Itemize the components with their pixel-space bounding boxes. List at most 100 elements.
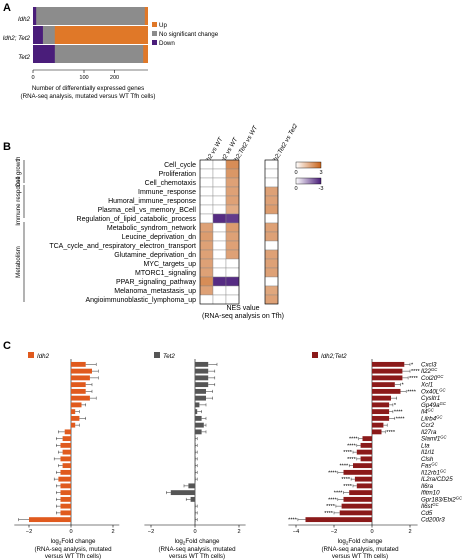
panel-c-subplot-idh2: −2 0 2 [14,359,120,535]
heatmap-cell-13-1 [212,276,227,287]
panel-c-bar-1-5 [195,395,206,401]
panel-c-gene-label-13: Il1rl1 [421,449,434,456]
legend-label-up: Up [159,22,167,29]
panel-c-star-16: **** [328,470,338,476]
panel-c-bar-0-13 [62,449,71,455]
panel-c-bar-2-8 [372,415,390,421]
panel-c-bar-0-20 [60,496,71,502]
panel-c-bar-0-14 [60,456,71,462]
panel-a-bar-nochange-2 [33,45,148,63]
panel-c-legend-swatch-idh2tet2 [312,352,318,358]
heatmap-cell-3-0 [199,186,214,197]
panel-c-xlabel-1-line2: (RNA-seq analysis, mutated [158,546,236,553]
scale-pos-max: 3 [319,170,322,176]
panel-c-star-0: * [411,362,414,368]
panel-c-bar-1-18 [188,483,195,489]
panel-c-star-18: **** [343,484,353,490]
heatmap-cell-12-2 [225,267,240,278]
heatmap-row-label-5: Plasma_cell_vs_memory_BCell [98,207,197,214]
panel-c-tick-label-0-2: 2 [111,529,114,535]
heatmap-cell-7-0 [199,222,214,233]
heatmap-cell-14-1 [212,285,227,296]
panel-c-bar-2-15 [353,463,372,469]
heatmap-row-label-15: Angioimmunoblastic_lymphoma_up [85,297,196,304]
heatmap-row-label-14: Melanoma_metastasis_up [114,288,196,295]
panel-c-bar-1-6 [195,402,200,408]
panel-c-bar-0-19 [60,490,71,496]
panel-c-bar-2-10 [372,429,382,435]
panel-c-bar-1-19 [170,490,195,496]
panel-c-tick-label-1-2: 2 [237,529,240,535]
panel-c-bar-1-7 [195,409,198,415]
panel-c-star-1: **** [411,369,421,375]
panel-c-xlabel-0-line2: (RNA-seq analysis, mutated [34,546,112,553]
heatmap-cell-2-1 [212,177,227,188]
panel-c-tick-label-0-1: 0 [69,529,72,535]
panel-c-legend-tet2: Tet2 [163,353,175,360]
panel-c-bar-1-8 [195,415,202,421]
panel-c-star-3: * [402,383,405,389]
panel-c-bar-2-21 [341,503,372,509]
panel-c-bar-1-9 [195,422,204,428]
panel-c-gene-label-8: Lilrb4GC [421,414,443,422]
panel-c-gene-label-22: Cd5 [421,510,433,517]
panel-c-bar-0-21 [60,503,71,509]
panel-c-bar-0-1 [71,368,92,374]
panel-c-bar-0-2 [71,375,90,381]
panel-c-gene-label-14: Clsh [421,456,434,463]
panel-c-gene-label-5: Cysltr1 [421,395,440,402]
heatmap-row-label-3: Immune_response [138,189,196,196]
heatmap-cell-12-3 [264,267,279,278]
heatmap-cell-7-1 [212,222,227,233]
panel-a-bar-down-2 [33,45,55,63]
panel-c-bar-2-7 [372,409,390,415]
heatmap-cell-12-0 [199,267,214,278]
panel-c-xlabel-1-line1: log2Fold change [175,538,220,546]
legend-label-no-change: No significant change [159,31,219,38]
panel-c-tick-label-2-0: −4 [293,529,299,535]
panel-c-star-22: **** [324,511,334,517]
heatmap-cell-10-2 [225,249,240,260]
panel-c-bar-0-0 [71,361,86,367]
panel-c-xlabel-0-line3: versus WT Tfh cells) [45,553,101,560]
heatmap-cell-11-2 [225,258,240,269]
panel-c-bar-0-23 [29,517,71,523]
heatmap-cell-7-2 [225,222,240,233]
heatmap-cell-1-1 [212,168,227,179]
panel-c-gene-label-15: FasGC [421,462,439,470]
panel-c-bar-2-1 [372,368,403,374]
heatmap-cell-14-3 [264,285,279,296]
legend-label-down: Down [159,40,175,47]
panel-c-tick-label-2-1: −2 [331,529,337,535]
panel-a-xlabel-line1: Number of differentially expressed genes [32,85,144,92]
panel-c-gene-label-0: Cxcl3 [421,361,437,368]
panel-c-bar-2-17 [354,476,372,482]
heatmap-cell-3-3 [264,186,279,197]
panel-c-gene-label-17: IL2ra/CD25 [421,476,453,483]
panel-c-legend-swatch-idh2 [28,352,34,358]
panel-c-gene-label-12: Lta [421,442,430,449]
panel-c-bar-0-16 [60,469,71,475]
panel-c-gene-label-6: Gp49aGC [421,401,447,409]
panel-c-bar-2-19 [349,490,372,496]
panel-c-star-20: **** [328,497,338,503]
panel-a-tick-label-0: 0 [31,75,34,81]
heatmap-cell-2-3 [264,177,279,188]
panel-c-bar-0-18 [60,483,71,489]
panel-c-gene-label-2: Col20GC [421,374,444,382]
panel-c-bar-1-20 [190,496,195,502]
panel-c-star-12: **** [347,443,357,449]
panel-a-bar-down-0 [33,7,37,25]
panel-c-gene-label-23: Cd200r3 [421,517,445,524]
panel-b-row-labels: Cell_cycle Proliferation Cell_chemotaxis Im… [49,162,196,304]
heatmap-cell-0-3 [264,159,279,170]
panel-a-bar-up-0 [144,7,148,25]
panel-c-star-13: **** [343,450,353,456]
heatmap-cell-11-3 [264,258,279,269]
heatmap-xlabel-line2: (RNA-seq analysis on Tfh) [202,313,284,320]
heatmap-cell-9-1 [212,240,227,251]
panel-c-gene-label-7: Il4GC [421,408,435,416]
panel-c-gene-labels: Cxcl3Il22GCCol20GCXcl1Ox40LGCCysltr1Gp49… [420,361,463,523]
panel-c-xlabel-1-line3: versus WT Tfh cells) [169,553,225,560]
